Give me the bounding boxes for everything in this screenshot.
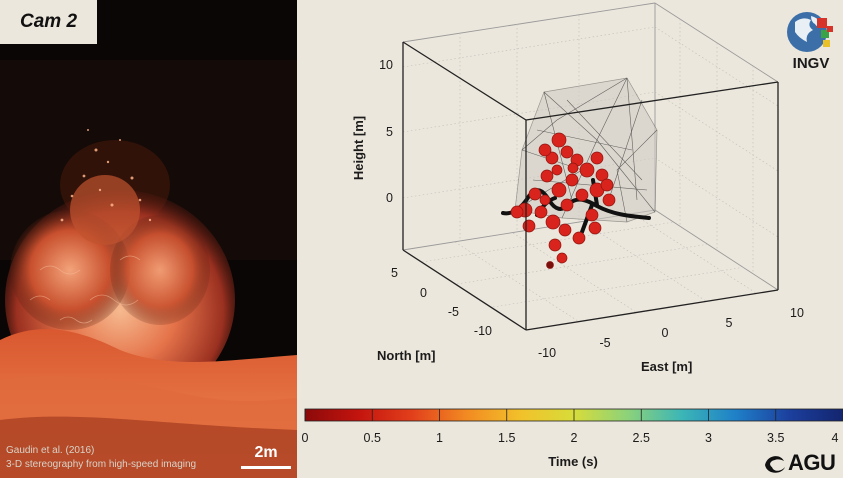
north-axis: 5 0 -5 -10 North [m] [377,266,492,363]
colorbar-title: Time (s) [548,454,598,469]
colorbar-tick-label: 3.5 [767,431,784,445]
colorbar-tick-label: 0.5 [364,431,381,445]
colorbar-tick-label: 4 [832,431,839,445]
north-tick-0: 0 [420,286,427,300]
height-tick-0: 0 [386,191,393,205]
colorbar-tick-label: 3 [705,431,712,445]
globe-icon [787,12,833,52]
colorbar-tick-label: 1 [436,431,443,445]
colorbar-tick-label: 1.5 [498,431,515,445]
plume-hull [514,77,658,223]
scale-bar-label: 2m [254,444,278,461]
east-axis: -10 -5 0 5 10 East [m] [538,306,804,374]
colorbar-tick-label: 2.5 [633,431,650,445]
colorbar: 0 0.5 1 1.5 2 2.5 3 3.5 4 Time (s) [302,408,843,469]
particle-markers [510,132,616,269]
height-tick-5: 5 [386,125,393,139]
east-tick-5: 5 [726,316,733,330]
ingv-logo [785,8,837,78]
height-tick-10: 10 [379,58,393,72]
lava-fountain-image [0,0,297,478]
trajectory-3d-plot: 10 5 0 Height [m] 5 0 -5 -10 North [m] -… [302,2,843,469]
plot-box-front [402,41,779,331]
credit-line-1: Gaudin et al. (2016) [6,445,95,456]
agu-logo-text: AGU [788,450,836,475]
north-tick-minus5: -5 [448,305,459,319]
credit-line-2: 3-D stereography from high-speed imaging [6,459,197,470]
east-tick-10: 10 [790,306,804,320]
east-axis-label: East [m] [641,359,692,374]
agu-swirl-icon [765,456,785,473]
north-tick-5: 5 [391,266,398,280]
agu-logo: AGU [762,450,843,476]
camera-label: Cam 2 [0,0,97,44]
height-axis: 10 5 0 Height [m] [351,58,393,205]
east-tick-minus10: -10 [538,346,556,360]
east-tick-0: 0 [662,326,669,340]
east-tick-minus5: -5 [599,336,610,350]
scale-bar [241,466,291,469]
ingv-logo-text: INGV [792,55,830,72]
colorbar-tick-label: 2 [571,431,578,445]
credit-text: Gaudin et al. (2016) 3-D stereography fr… [6,444,196,472]
colorbar-tick-label: 0 [302,431,309,445]
video-frame: Cam 2 Gaudin et al. (2016) 3-D stereogra… [0,0,297,478]
north-axis-label: North [m] [377,348,436,363]
north-tick-minus10: -10 [474,324,492,338]
height-axis-label: Height [m] [351,116,366,180]
